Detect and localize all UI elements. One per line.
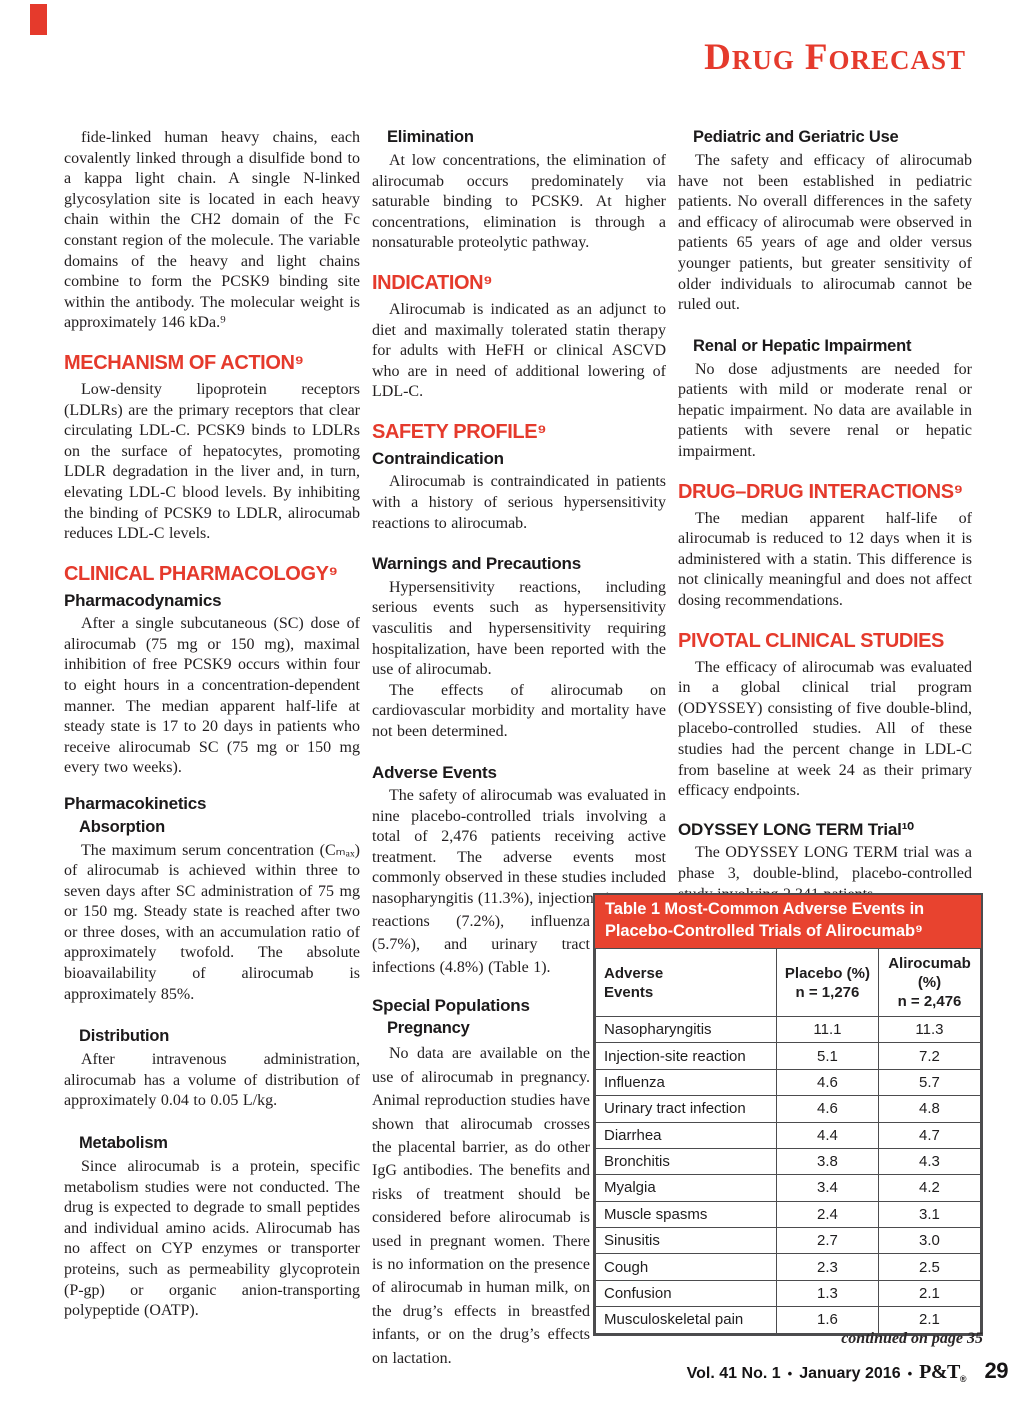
section-heading-pivotal-clinical-studies: PIVOTAL CLINICAL STUDIES xyxy=(678,629,944,652)
page-footer: Vol. 41 No. 1 • January 2016 • P&T® 29 xyxy=(686,1358,1009,1385)
paragraph-pediatric-geriatric: The safety and efficacy of alirocumab ha… xyxy=(678,151,972,314)
section-heading-drug-drug-interactions: DRUG–DRUG INTERACTIONS⁹ xyxy=(678,480,963,503)
subheading-contraindication: Contraindication xyxy=(372,448,504,468)
table-row: Muscle spasms 2.4 3.1 xyxy=(595,1200,982,1229)
paragraph-renal-hepatic: No dose adjustments are needed for patie… xyxy=(678,360,972,461)
column-2: Elimination At low concentrations, the e… xyxy=(372,128,666,1370)
table-header-row: Adverse Events Placebo (%) n = 1,276 Aliro… xyxy=(595,948,982,1017)
table-1-adverse-events: Table 1 Most-Common Adverse Events in Pl… xyxy=(593,893,983,1336)
section-heading-safety-profile: SAFETY PROFILE⁹ xyxy=(372,420,547,443)
paragraph-distribution: After intravenous administration, aliroc… xyxy=(64,1051,360,1110)
subheading-odyssey-long-term: ODYSSEY LONG TERM Trial¹⁰ xyxy=(678,819,914,839)
table-1-title: Table 1 Most-Common Adverse Events in Pl… xyxy=(595,895,981,948)
journal-logo: P&T xyxy=(919,1361,960,1383)
subheading-absorption: Absorption xyxy=(79,817,165,836)
table-row: Diarrhea 4.4 4.7 xyxy=(595,1121,982,1149)
subheading-elimination: Elimination xyxy=(387,128,474,146)
masthead-text: D xyxy=(704,37,732,78)
registered-mark: ® xyxy=(959,1374,967,1385)
table-row: Bronchitis 3.8 4.3 xyxy=(595,1147,982,1176)
page-number: 29 xyxy=(984,1358,1009,1383)
table-1-title-line1: Table 1 Most-Common Adverse Events in xyxy=(605,900,925,918)
section-heading-mechanism-of-action: MECHANISM OF ACTION⁹ xyxy=(64,351,304,374)
continued-note: continued on page 35 xyxy=(841,1330,983,1347)
red-corner-mark xyxy=(30,4,47,35)
table-row: Urinary tract infection 4.6 4.8 xyxy=(595,1095,982,1123)
subheading-pediatric-geriatric: Pediatric and Geriatric Use xyxy=(693,128,899,146)
table-1-title-line2: Placebo-Controlled Trials of Alirocumab⁹ xyxy=(605,921,923,940)
paragraph-absorption: The maximum serum concentration (Cₘₐₓ) o… xyxy=(64,841,360,1003)
subheading-pregnancy: Pregnancy xyxy=(387,1019,470,1038)
footer-volume: Vol. 41 No. 1 xyxy=(686,1365,781,1382)
paragraph-pharmacodynamics: After a single subcutaneous (SC) dose of… xyxy=(64,615,360,777)
paragraph-elimination: At low concentrations, the elimination o… xyxy=(372,151,666,252)
table-row: Influenza 4.6 5.7 xyxy=(595,1068,982,1097)
footer-separator: • xyxy=(907,1366,913,1381)
paragraph-warnings-2: The effects of alirocumab on cardiovascu… xyxy=(372,681,666,740)
paragraph-antibody-structure: fide-linked human heavy chains, each cov… xyxy=(64,129,360,332)
page-header-drug-forecast: DRUG FORECAST xyxy=(704,37,966,78)
section-heading-indication: INDICATION⁹ xyxy=(372,271,493,294)
column-header-alirocumab: Alirocumab (%) n = 2,476 xyxy=(877,948,982,1017)
paragraph-adverse-events-wide: The safety of alirocumab was evaluated i… xyxy=(372,787,666,908)
column-header-adverse-events: Adverse Events xyxy=(595,948,777,1017)
subheading-metabolism: Metabolism xyxy=(79,1134,168,1152)
subheading-renal-hepatic: Renal or Hepatic Impairment xyxy=(693,336,912,355)
subheading-pharmacodynamics: Pharmacodynamics xyxy=(64,590,222,610)
table-row: Musculoskeletal pain 1.6 2.1 xyxy=(595,1306,982,1334)
paragraph-drug-drug-interactions: The median apparent half-life of alirocu… xyxy=(678,509,972,610)
paragraph-contraindication: Alirocumab is contraindicated in patient… xyxy=(372,473,666,532)
paragraph-adverse-events-narrow: reactions (7.2%), influenza (5.7%), and … xyxy=(372,912,590,977)
paragraph-pivotal-studies: The efficacy of alirocumab was evaluated… xyxy=(678,658,972,800)
footer-date: January 2016 xyxy=(799,1365,901,1382)
table-row: Injection-site reaction 5.1 7.2 xyxy=(595,1042,982,1070)
table-row: Nasopharyngitis 11.1 11.3 xyxy=(595,1015,982,1044)
table-row: Confusion 1.3 2.1 xyxy=(595,1279,982,1308)
table-row: Cough 2.3 2.5 xyxy=(595,1253,982,1281)
article-body: fide-linked human heavy chains, each cov… xyxy=(64,128,972,1370)
paragraph-indication: Alirocumab is indicated as an adjunct to… xyxy=(372,300,666,401)
column-header-placebo: Placebo (%) n = 1,276 xyxy=(775,948,879,1017)
subheading-special-populations: Special Populations xyxy=(372,995,530,1015)
subheading-adverse-events: Adverse Events xyxy=(372,762,497,782)
section-heading-clinical-pharmacology: CLINICAL PHARMACOLOGY⁹ xyxy=(64,562,338,585)
paragraph-metabolism: Since alirocumab is a protein, specific … xyxy=(64,1157,360,1320)
footer-separator: • xyxy=(787,1366,793,1381)
column-1: fide-linked human heavy chains, each cov… xyxy=(64,128,360,1370)
paragraph-pregnancy: No data are available on the use of alir… xyxy=(372,1045,590,1367)
table-row: Sinusitis 2.7 3.0 xyxy=(595,1226,982,1255)
subheading-warnings-precautions: Warnings and Precautions xyxy=(372,554,581,574)
subheading-pharmacokinetics: Pharmacokinetics xyxy=(64,793,207,813)
paragraph-mechanism: Low-density lipoprotein receptors (LDLRs… xyxy=(64,380,360,543)
paragraph-warnings-1: Hypersensitivity reactions, including se… xyxy=(372,578,666,679)
column-3: Pediatric and Geriatric Use The safety a… xyxy=(678,128,972,1370)
table-row: Myalgia 3.4 4.2 xyxy=(595,1174,982,1202)
subheading-distribution: Distribution xyxy=(79,1027,170,1046)
